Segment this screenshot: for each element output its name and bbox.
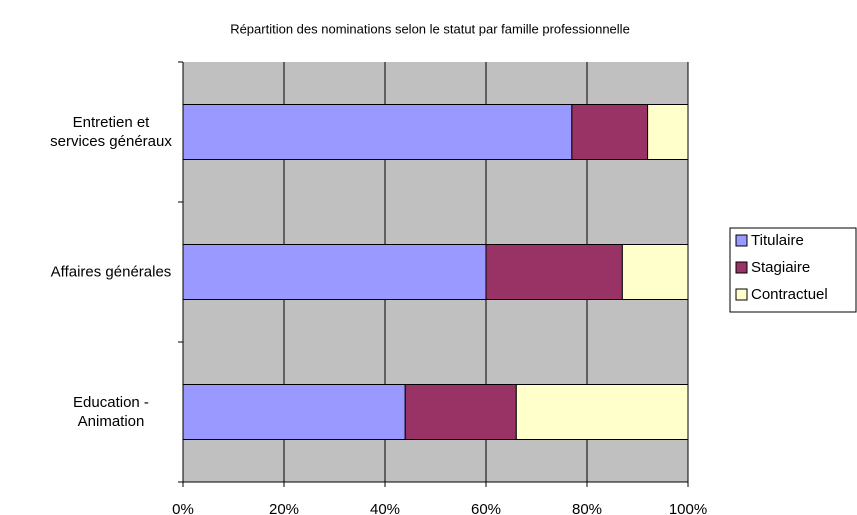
legend-label: Contractuel xyxy=(751,286,828,303)
legend-swatch xyxy=(735,234,748,247)
bar-segment xyxy=(571,104,649,160)
bar-segment xyxy=(182,104,573,160)
x-tick-label: 80% xyxy=(572,501,602,515)
x-tick-label: 0% xyxy=(172,501,194,515)
y-tick-label: Affaires générales xyxy=(50,263,172,281)
legend-swatch xyxy=(735,261,748,274)
x-tick-label: 40% xyxy=(370,501,400,515)
bar-segment xyxy=(515,384,689,440)
x-tick-label: 100% xyxy=(669,501,707,515)
bar-segment xyxy=(647,104,689,160)
bar-segment xyxy=(485,244,623,300)
legend-label: Stagiaire xyxy=(751,259,810,276)
y-tick-label: Education - Animation xyxy=(73,394,149,430)
legend-label: Titulaire xyxy=(751,232,804,249)
bar-segment xyxy=(404,384,517,440)
bar-segment xyxy=(182,244,487,300)
bar-segment xyxy=(182,384,406,440)
x-tick-label: 60% xyxy=(471,501,501,515)
y-tick-label: Entretien et services généraux xyxy=(50,114,172,150)
legend-box xyxy=(729,227,857,313)
legend-swatch xyxy=(735,288,748,301)
chart-title: Répartition des nominations selon le sta… xyxy=(230,21,630,36)
x-tick-label: 20% xyxy=(269,501,299,515)
bar-segment xyxy=(621,244,689,300)
